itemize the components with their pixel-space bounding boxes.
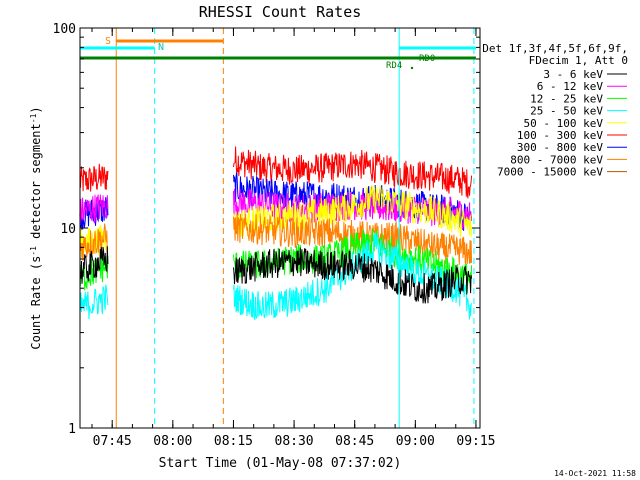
series-line [233, 146, 473, 199]
x-tick-label: 09:00 [396, 434, 435, 449]
rd0-label: RD0 [419, 54, 435, 64]
legend-label: 6 - 12 keV [537, 80, 604, 93]
series-line [233, 213, 473, 265]
rd4-label: RD4 [386, 61, 402, 71]
legend-header-line-2: FDecim 1, Att 0 [529, 54, 628, 67]
timestamp: 14-Oct-2021 11:58 [554, 469, 636, 478]
y-axis-label: Count Rate (s-1 detector segment-1) [29, 106, 44, 349]
legend: Det 1f,3f,4f,5f,6f,9f, FDecim 1, Att 0 3… [482, 42, 628, 179]
series-layer [79, 146, 473, 320]
legend-label: 3 - 6 keV [543, 68, 603, 81]
legend-header-line-1: Det 1f,3f,4f,5f,6f,9f, [482, 42, 628, 55]
s-flag-label: S [105, 36, 111, 47]
legend-label: 300 - 800 keV [517, 141, 603, 154]
series-line [79, 284, 109, 320]
x-tick-label: 07:45 [93, 434, 132, 449]
legend-label: 12 - 25 keV [530, 92, 603, 105]
x-tick-label: 08:30 [275, 434, 314, 449]
y-tick-label: 1 [68, 422, 76, 437]
series-line [79, 223, 109, 261]
series-line [233, 184, 473, 238]
chart-title: RHESSI Count Rates [199, 3, 362, 21]
y-tick-label: 10 [60, 222, 76, 237]
series-line [79, 194, 109, 225]
x-tick-label: 08:00 [153, 434, 192, 449]
legend-label: 100 - 300 keV [517, 129, 603, 142]
legend-label: 800 - 7000 keV [510, 153, 603, 166]
rd4-marker [410, 66, 414, 70]
n-flag-label: N [158, 42, 164, 53]
legend-label: 7000 - 15000 keV [497, 166, 603, 179]
x-tick-label: 08:15 [214, 434, 253, 449]
axes: 1 10 100 07:45 08:00 08:15 08:30 08:45 09:00 09:1… [53, 22, 496, 449]
y-tick-label: 100 [53, 22, 76, 37]
x-axis-label: Start Time (01-May-08 07:37:02) [159, 456, 402, 471]
x-tick-label: 08:45 [335, 434, 374, 449]
legend-label: 25 - 50 keV [530, 105, 603, 118]
series-line [79, 246, 109, 284]
event-lines [115, 28, 475, 428]
legend-label: 50 - 100 keV [524, 117, 604, 130]
series-line [233, 247, 473, 304]
flag-bars [80, 39, 476, 70]
x-tick-label: 09:15 [456, 434, 495, 449]
series-line [79, 163, 109, 192]
series-line [233, 232, 473, 320]
